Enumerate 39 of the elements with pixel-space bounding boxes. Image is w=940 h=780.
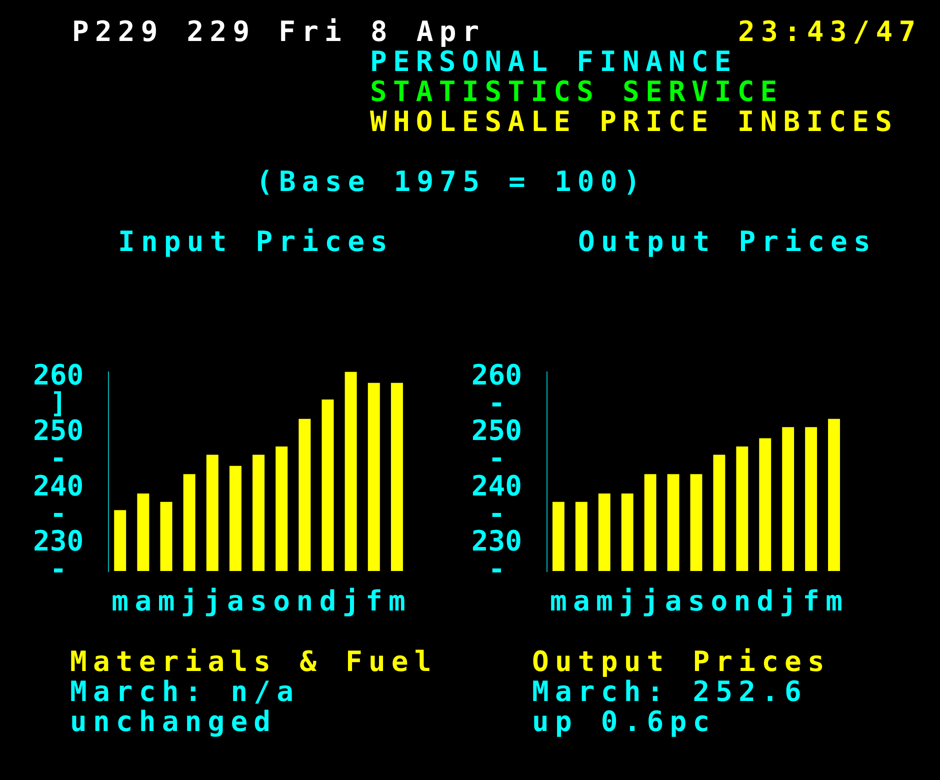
x-tick-label: j: [204, 584, 221, 618]
text: March: n/a: [70, 675, 300, 708]
text: P229 229 Fri 8 Apr: [72, 15, 486, 48]
x-tick-label: f: [365, 584, 382, 618]
x-tick-label: a: [134, 584, 152, 618]
x-tick-label: a: [664, 584, 682, 618]
x-tick-label: f: [802, 584, 820, 618]
text: unchanged: [70, 705, 277, 738]
x-tick-label: s: [688, 584, 705, 618]
x-tick-label: s: [250, 584, 267, 618]
x-tick-label: n: [734, 584, 751, 618]
text: Materials & Fuel: [70, 645, 438, 678]
x-tick-label: d: [319, 584, 336, 618]
chart-title: Input Prices: [118, 225, 394, 258]
x-tick-label: j: [180, 584, 198, 618]
x-tick-label: j: [618, 584, 636, 618]
x-tick-label: d: [756, 584, 774, 618]
text: (Base 1975 = 100): [256, 165, 646, 198]
x-tick-label: m: [158, 584, 175, 618]
x-tick-label: o: [273, 584, 290, 618]
x-tick-label: a: [227, 584, 244, 618]
text: up 0.6pc: [532, 705, 716, 738]
x-tick-label: m: [596, 584, 613, 618]
x-tick-label: n: [296, 584, 314, 618]
x-tick-label: o: [710, 584, 728, 618]
text: WHOLESALE PRICE INBICES: [370, 105, 898, 138]
y-tick-label: 260: [32, 358, 84, 392]
x-tick-label: m: [826, 584, 842, 618]
x-tick-label: m: [112, 584, 129, 618]
x-tick-label: j: [780, 584, 797, 618]
x-tick-label: m: [388, 584, 406, 618]
x-tick-label: j: [342, 584, 360, 618]
x-tick-label: m: [550, 584, 567, 618]
text: 23:43/47: [738, 15, 922, 48]
x-tick-label: a: [572, 584, 590, 618]
chart-title: Output Prices: [578, 225, 876, 258]
x-tick-label: j: [642, 584, 659, 618]
text: STATISTICS SERVICE: [370, 75, 784, 108]
text: Output Prices: [532, 645, 830, 678]
